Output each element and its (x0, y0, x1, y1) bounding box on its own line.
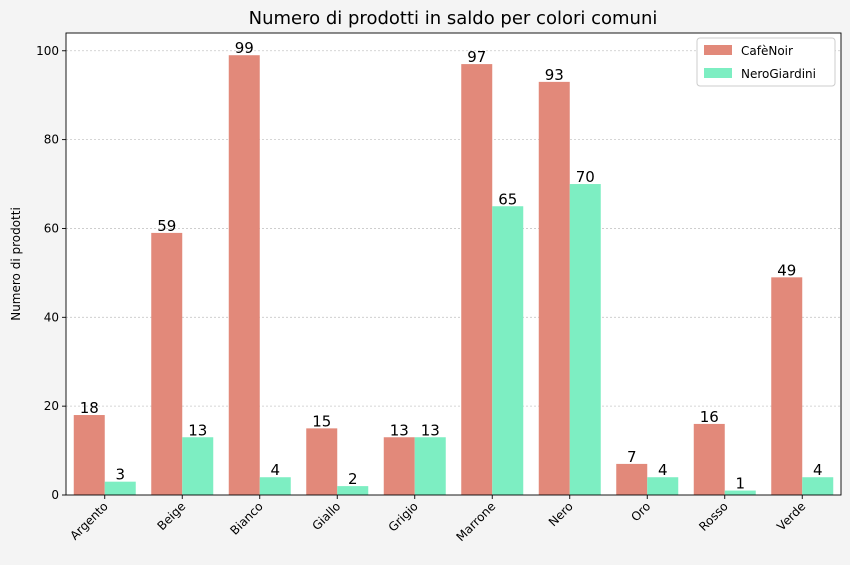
bar-nerogiardini-beige (182, 437, 214, 495)
y-tick-label-100: 100 (36, 44, 59, 58)
bar-nerogiardini-giallo (337, 486, 369, 495)
data-label-cafenoir-argento: 18 (80, 399, 99, 417)
y-tick-label-40: 40 (44, 310, 59, 324)
bar-cafenoir-rosso (693, 423, 725, 495)
bar-cafenoir-argento (73, 415, 105, 495)
data-label-cafenoir-marrone: 97 (467, 48, 486, 66)
bar-cafenoir-oro (616, 463, 648, 495)
bar-cafenoir-marrone (461, 64, 493, 495)
legend-swatch-cafenoir (704, 45, 732, 55)
plot-area (66, 33, 841, 495)
legend-label-nerogiardini: NeroGiardini (741, 67, 816, 81)
y-tick-label-80: 80 (44, 133, 59, 147)
data-label-cafenoir-grigio: 13 (390, 421, 409, 439)
data-label-nerogiardini-argento: 3 (115, 466, 125, 484)
data-label-nerogiardini-rosso: 1 (735, 475, 745, 493)
bar-nerogiardini-rosso (724, 490, 756, 495)
data-label-cafenoir-bianco: 99 (235, 39, 254, 57)
data-label-nerogiardini-beige: 13 (188, 421, 207, 439)
bar-nerogiardini-oro (647, 477, 679, 495)
bar-nerogiardini-marrone (492, 206, 524, 495)
y-tick-label-60: 60 (44, 221, 59, 235)
data-label-nerogiardini-verde: 4 (813, 461, 823, 479)
label-layer: 18 3 59 13 99 4 15 2 13 13 97 65 93 70 7 4 16 1 49 4 (80, 39, 823, 492)
legend-swatch-nerogiardini (704, 68, 732, 78)
bar-nerogiardini-argento (104, 481, 136, 495)
data-label-cafenoir-verde: 49 (777, 261, 796, 279)
legend: CafèNoir NeroGiardini (696, 37, 836, 87)
bar-nerogiardini-nero (569, 184, 601, 496)
bar-layer (73, 55, 834, 496)
data-label-cafenoir-oro: 7 (627, 448, 637, 466)
data-label-cafenoir-rosso: 16 (700, 408, 719, 426)
data-label-cafenoir-giallo: 15 (312, 412, 331, 430)
y-tick-label-20: 20 (44, 399, 59, 413)
bar-nerogiardini-verde (802, 477, 834, 495)
bar-cafenoir-giallo (306, 428, 338, 495)
data-label-nerogiardini-nero: 70 (576, 168, 595, 186)
y-tick-label-0: 0 (51, 488, 59, 502)
data-label-nerogiardini-marrone: 65 (498, 190, 517, 208)
bar-cafenoir-verde (771, 277, 803, 495)
y-axis-label: Numero di prodotti (9, 207, 23, 321)
bar-cafenoir-nero (538, 81, 570, 495)
bar-cafenoir-beige (151, 232, 183, 495)
data-label-cafenoir-beige: 59 (157, 217, 176, 235)
data-label-nerogiardini-oro: 4 (658, 461, 668, 479)
legend-label-cafenoir: CafèNoir (741, 44, 793, 58)
chart-title: Numero di prodotti in saldo per colori c… (249, 8, 658, 29)
bar-cafenoir-bianco (228, 55, 260, 495)
data-label-nerogiardini-bianco: 4 (270, 461, 280, 479)
plot-frame (65, 32, 842, 496)
bar-nerogiardini-bianco (259, 477, 291, 495)
bar-cafenoir-grigio (383, 437, 415, 495)
data-label-cafenoir-nero: 93 (545, 66, 564, 84)
data-label-nerogiardini-grigio: 13 (421, 421, 440, 439)
bar-nerogiardini-grigio (414, 437, 446, 495)
data-label-nerogiardini-giallo: 2 (348, 470, 358, 488)
